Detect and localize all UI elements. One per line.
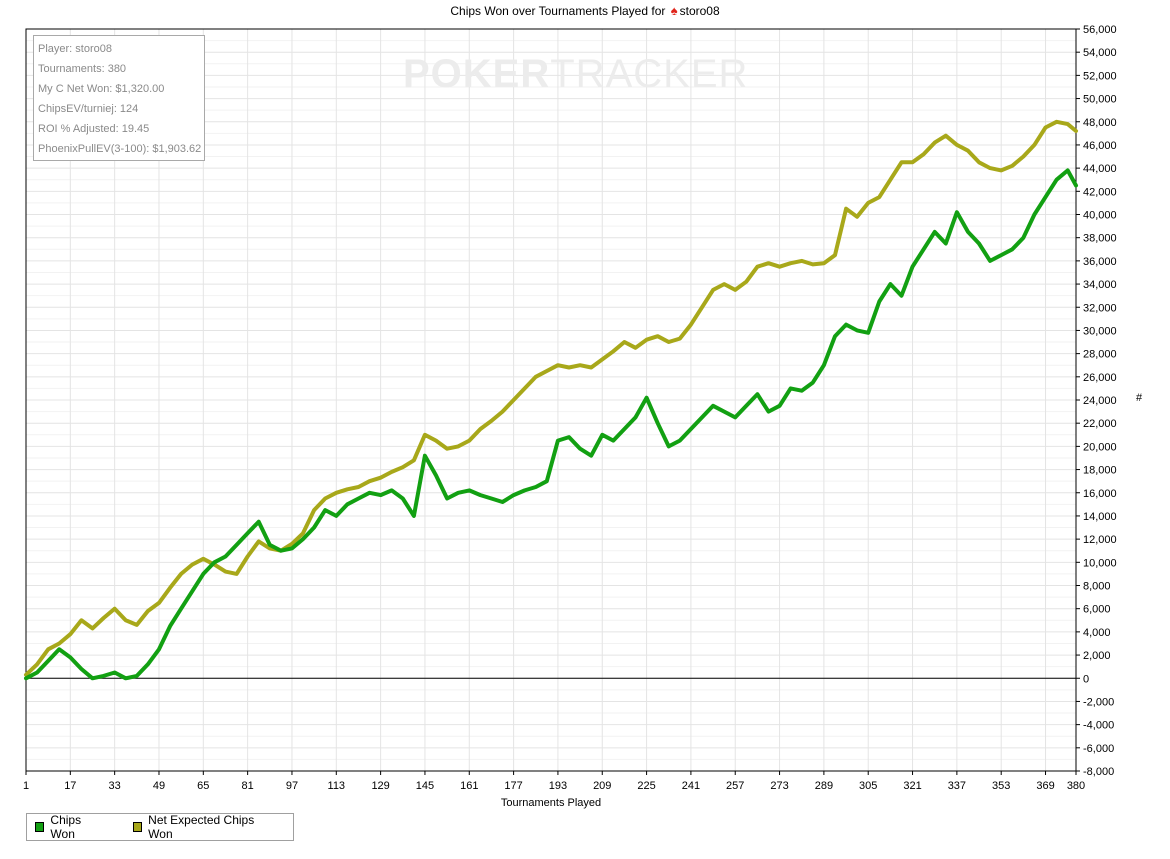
y-tick-label: 8,000 [1083,581,1111,593]
x-tick-label: 193 [549,780,567,792]
series-layer [24,119,1078,681]
y-tick-label: 20,000 [1083,441,1117,453]
x-tick-label: 225 [637,780,655,792]
y-tick-label: 44,000 [1083,163,1117,175]
x-tick-label: 1 [23,780,29,792]
y-tick-label: 16,000 [1083,488,1117,500]
legend-swatch-expected [132,822,143,832]
series-line-expected-chips-won [24,119,1078,677]
x-tick-label: 97 [286,780,298,792]
y-tick-label: 12,000 [1083,534,1117,546]
y-tick-label: 14,000 [1083,511,1117,523]
x-tick-label: 257 [726,780,744,792]
y-tick-label: 54,000 [1083,47,1117,59]
y-tick-label: 34,000 [1083,279,1117,291]
legend-item-chips-won[interactable]: Chips Won [35,813,105,841]
y-tick-label: 30,000 [1083,325,1117,337]
x-tick-label: 145 [416,780,434,792]
watermark-bold: POKER [403,52,551,96]
chart-title-player: storo08 [679,4,720,18]
x-tick-label: 113 [328,780,346,792]
y-tick-label: 36,000 [1083,256,1117,268]
y-tick-label: 38,000 [1083,233,1117,245]
y-tick-label: 48,000 [1083,117,1117,129]
legend-label-chips-won: Chips Won [50,813,82,841]
y-tick-label: 24,000 [1083,395,1117,407]
x-tick-label: 337 [948,780,966,792]
x-tick-label: 65 [197,780,209,792]
x-tick-label: 129 [371,780,389,792]
y-tick-label: 56,000 [1083,24,1117,36]
y-tick-label: 0 [1083,673,1089,685]
x-tick-label: 209 [593,780,611,792]
y-tick-label: -2,000 [1083,696,1114,708]
stat-net-won: My C Net Won: $1,320.00 [38,83,165,95]
series-line-chips-won [24,168,1078,681]
axis-layer: -8,000 -6,000 -4,000 -2,000 0 2,000 4,000 6,000… [23,24,1143,809]
x-tick-label: 369 [1036,780,1054,792]
stat-tournaments: Tournaments: 380 [38,63,127,75]
stat-phoenix-ev: PhoenixPullEV(3-100): $1,903.62 [38,143,202,155]
y-tick-label: 40,000 [1083,210,1117,222]
y-tick-label: 22,000 [1083,418,1117,430]
legend-swatch-chips-won [35,822,45,832]
y-tick-label: 32,000 [1083,302,1117,314]
x-tick-label: 353 [992,780,1010,792]
x-tick-label: 380 [1067,780,1085,792]
y-axis-label: # [1136,392,1143,404]
y-tick-label: 42,000 [1083,186,1117,198]
x-tick-label: 161 [460,780,478,792]
y-tick-label: 28,000 [1083,349,1117,361]
y-tick-label: 4,000 [1083,627,1111,639]
y-tick-label: -6,000 [1083,743,1114,755]
pokertracker-watermark: POKERTRACKER [403,52,748,97]
x-tick-label: 81 [242,780,254,792]
chart-legend: Chips Won Net Expected Chips Won [26,813,294,841]
x-tick-label: 289 [815,780,833,792]
stat-player: Player: storo08 [38,43,112,55]
y-tick-label: 50,000 [1083,94,1117,106]
x-tick-label: 49 [153,780,165,792]
watermark-thin: TRACKER [550,52,749,96]
legend-item-expected[interactable]: Net Expected Chips Won [132,813,273,841]
y-tick-label: 52,000 [1083,70,1117,82]
x-tick-label: 241 [682,780,700,792]
y-tick-label: 10,000 [1083,557,1117,569]
spade-icon: ♠ [670,3,678,18]
y-tick-label: 6,000 [1083,604,1111,616]
x-tick-label: 273 [770,780,788,792]
y-tick-label: 46,000 [1083,140,1117,152]
chart-title-prefix: Chips Won over Tournaments Played for [450,4,666,18]
x-tick-label: 17 [64,780,76,792]
x-tick-label: 177 [504,780,522,792]
y-tick-label: 2,000 [1083,650,1111,662]
x-axis-label: Tournaments Played [501,797,601,809]
y-tick-label: -4,000 [1083,720,1114,732]
x-tick-label: 33 [109,780,121,792]
stat-roi: ROI % Adjusted: 19.45 [38,123,150,135]
stats-box: Player: storo08 Tournaments: 380 My C Ne… [33,35,205,161]
chart-title: Chips Won over Tournaments Played for ♠ s… [0,3,1170,18]
legend-label-expected: Net Expected Chips Won [148,813,255,841]
y-tick-label: 26,000 [1083,372,1117,384]
x-tick-label: 305 [859,780,877,792]
x-tick-label: 321 [903,780,921,792]
y-tick-label: -8,000 [1083,766,1114,778]
stat-chips-ev: ChipsEV/turniej: 124 [38,103,139,115]
y-tick-label: 18,000 [1083,465,1117,477]
